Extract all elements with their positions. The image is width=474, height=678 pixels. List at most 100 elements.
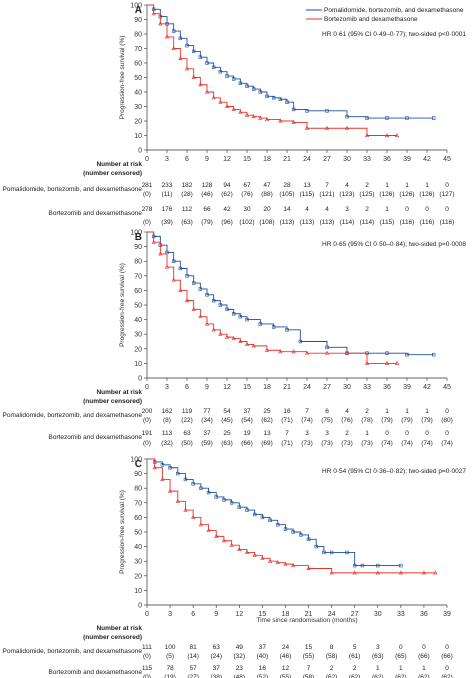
censor-mark xyxy=(324,350,330,355)
censored-count: (0) xyxy=(143,219,151,226)
censor-mark xyxy=(171,259,176,263)
risk-count: 1 xyxy=(399,665,403,672)
censored-count: (62) xyxy=(372,674,384,678)
y-axis-label: Progression-free survival (%) xyxy=(119,36,126,120)
censored-count: (116) xyxy=(440,219,455,226)
censored-count: (58) xyxy=(303,674,315,678)
censored-count: (125) xyxy=(359,191,374,198)
y-tick-label: 30 xyxy=(134,104,142,111)
censor-mark xyxy=(325,345,329,350)
risk-count: 100 xyxy=(165,644,176,651)
censor-mark xyxy=(275,560,280,565)
censored-count: (73) xyxy=(361,440,373,447)
censor-mark xyxy=(160,463,165,467)
x-tick-label: 30 xyxy=(374,611,382,618)
censor-mark xyxy=(151,11,156,16)
censored-count: (96) xyxy=(221,219,233,226)
censor-mark xyxy=(191,514,196,519)
risk-count: 182 xyxy=(182,182,193,189)
risk-count: 3 xyxy=(325,430,329,437)
y-tick-label: 30 xyxy=(134,332,142,339)
x-tick-label: 18 xyxy=(263,384,271,391)
censored-count: (79) xyxy=(401,417,413,424)
censor-mark xyxy=(231,336,236,341)
y-axis-label: Progression-free survival (%) xyxy=(119,490,126,574)
censored-count: (127) xyxy=(439,191,454,198)
y-tick-label: 80 xyxy=(134,32,142,39)
km-curve-bortezomib xyxy=(147,4,397,136)
risk-count: 200 xyxy=(142,408,153,415)
censor-mark xyxy=(283,527,288,531)
censored-count: (115) xyxy=(300,191,315,198)
risk-row-label: Pomalidomide, bortezomib, and dexamethas… xyxy=(3,412,143,419)
risk-count: 5 xyxy=(353,644,357,651)
risk-count: 0 xyxy=(445,644,449,651)
censor-mark xyxy=(211,65,216,70)
censor-mark xyxy=(306,537,311,542)
censor-mark xyxy=(238,109,243,114)
x-axis-label: Time since randomisation (months) xyxy=(256,617,357,624)
risk-count: 0 xyxy=(445,408,449,415)
risk-count: 16 xyxy=(259,665,267,672)
censor-mark xyxy=(329,550,334,555)
x-tick-label: 18 xyxy=(263,156,271,163)
censored-count: (74) xyxy=(401,440,413,447)
risk-count: 30 xyxy=(243,206,251,213)
censor-mark xyxy=(352,570,357,575)
risk-count: 278 xyxy=(142,206,153,213)
censor-mark xyxy=(218,99,223,104)
censored-count: (61) xyxy=(349,653,361,660)
censor-mark xyxy=(205,61,209,65)
censored-count: (66) xyxy=(418,653,430,660)
censor-mark xyxy=(267,558,273,563)
censor-mark xyxy=(291,530,295,534)
risk-table-header: Number at risk xyxy=(96,625,142,632)
risk-count: 0 xyxy=(425,430,429,437)
censor-mark xyxy=(251,114,256,119)
censored-count: (59) xyxy=(201,440,213,447)
censor-mark xyxy=(191,482,195,486)
censored-count: (71) xyxy=(281,417,293,424)
censor-mark xyxy=(175,498,180,503)
censor-mark xyxy=(384,360,390,365)
censor-mark xyxy=(345,114,349,119)
censor-mark xyxy=(225,307,229,312)
risk-row-label: Bortezomib and dexamethasone xyxy=(48,210,142,217)
risk-table-subheader: (number censored) xyxy=(83,398,142,405)
risk-count: 113 xyxy=(162,430,173,437)
censor-mark xyxy=(231,77,236,81)
risk-count: 7 xyxy=(325,182,329,189)
censored-count: (0) xyxy=(143,653,151,660)
censored-count: (62) xyxy=(441,674,453,678)
risk-count: 25 xyxy=(223,430,231,437)
censor-mark xyxy=(394,133,400,137)
censored-count: (40) xyxy=(257,653,269,660)
censor-mark xyxy=(258,115,263,120)
censor-mark xyxy=(229,542,234,547)
censor-mark xyxy=(185,274,189,278)
censored-count: (62) xyxy=(349,674,361,678)
x-tick-label: 21 xyxy=(283,384,291,391)
censor-mark xyxy=(399,563,403,568)
censored-count: (66) xyxy=(441,653,453,660)
risk-count: 37 xyxy=(259,644,267,651)
censor-mark xyxy=(225,74,229,78)
risk-count: 4 xyxy=(325,206,329,213)
risk-count: 57 xyxy=(190,665,198,672)
censor-mark xyxy=(278,118,283,123)
km-curve-pomalidomide xyxy=(147,231,434,356)
censored-count: (62) xyxy=(418,674,430,678)
risk-count: 4 xyxy=(345,408,349,415)
x-tick-label: 18 xyxy=(282,611,290,618)
censor-mark xyxy=(264,117,270,122)
censor-mark xyxy=(199,486,203,490)
x-tick-label: 30 xyxy=(343,384,351,391)
risk-row-label: Pomalidomide, bortezomib, and dexamethas… xyxy=(3,186,143,193)
censor-mark xyxy=(238,339,243,343)
censored-count: (105) xyxy=(279,191,294,198)
censor-mark xyxy=(178,56,183,61)
km-curve-bortezomib xyxy=(147,231,397,364)
x-tick-label: 45 xyxy=(443,156,451,163)
censored-count: (55) xyxy=(303,653,315,660)
censor-mark xyxy=(258,90,263,94)
